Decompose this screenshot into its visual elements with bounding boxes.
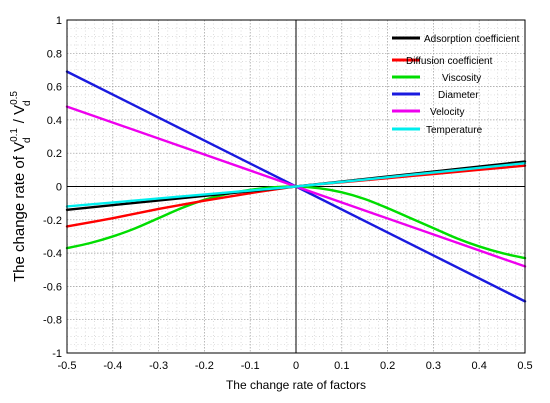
y-axis-label-num-sup: 0.1 [9, 128, 20, 142]
y-axis-label-num-sub: d [22, 137, 33, 143]
legend-label: Viscosity [442, 73, 481, 84]
x-tick-label: -0.4 [103, 360, 122, 372]
legend: Adsorption coefficient Diffusion coeffici… [392, 34, 520, 136]
y-axis-label-den-base: V [11, 105, 28, 115]
series-line-temperature [65, 161, 527, 208]
y-tick-label: 0.2 [47, 148, 62, 160]
y-axis-label-num-base: V [11, 142, 28, 152]
y-tick-label: 1 [56, 15, 62, 27]
y-tick-label: 0 [56, 182, 62, 194]
x-tick-label: 0.1 [334, 360, 349, 372]
y-tick-label: -0.2 [43, 215, 62, 227]
legend-label: Temperature [426, 125, 483, 136]
x-axis-label: The change rate of factors [226, 378, 366, 392]
legend-label: Diffusion coefficient [406, 56, 493, 67]
y-axis-label: The change rate of V0.1 d / V0.5 d [9, 91, 33, 282]
series-lines [65, 70, 527, 303]
plot-frame [66, 19, 526, 354]
y-axis-label-den-sub: d [22, 100, 33, 106]
legend-label: Diameter [438, 90, 479, 101]
x-tick-labels: -0.5 -0.4 -0.3 -0.2 -0.1 0 0.1 0.2 0.3 0.4 0.5 [58, 360, 533, 372]
y-tick-label: -0.8 [43, 315, 62, 327]
x-tick-label: 0.5 [517, 360, 532, 372]
y-tick-label: -0.4 [43, 248, 62, 260]
x-tick-label: -0.5 [58, 360, 77, 372]
y-tick-label: -1 [52, 348, 62, 360]
y-axis-label-den-sup: 0.5 [9, 91, 20, 105]
x-tick-label: -0.1 [241, 360, 260, 372]
y-tick-labels: -1 -0.8 -0.6 -0.4 -0.2 0 0.2 0.4 0.6 0.8 1 [43, 15, 62, 360]
y-tick-label: 0.4 [47, 115, 62, 127]
y-axis-label-prefix: The change rate of [11, 152, 28, 282]
legend-label: Adsorption coefficient [424, 34, 520, 45]
legend-label: Velocity [430, 107, 464, 118]
y-tick-label: -0.6 [43, 281, 62, 293]
y-tick-label: 0.6 [47, 82, 62, 94]
x-tick-label: 0.2 [380, 360, 395, 372]
x-tick-label: -0.3 [149, 360, 168, 372]
x-tick-label: -0.2 [195, 360, 214, 372]
x-tick-label: 0 [293, 360, 299, 372]
x-tick-label: 0.4 [472, 360, 487, 372]
x-tick-label: 0.3 [426, 360, 441, 372]
y-tick-label: 0.8 [47, 48, 62, 60]
y-axis-label-separator: / [11, 115, 28, 128]
